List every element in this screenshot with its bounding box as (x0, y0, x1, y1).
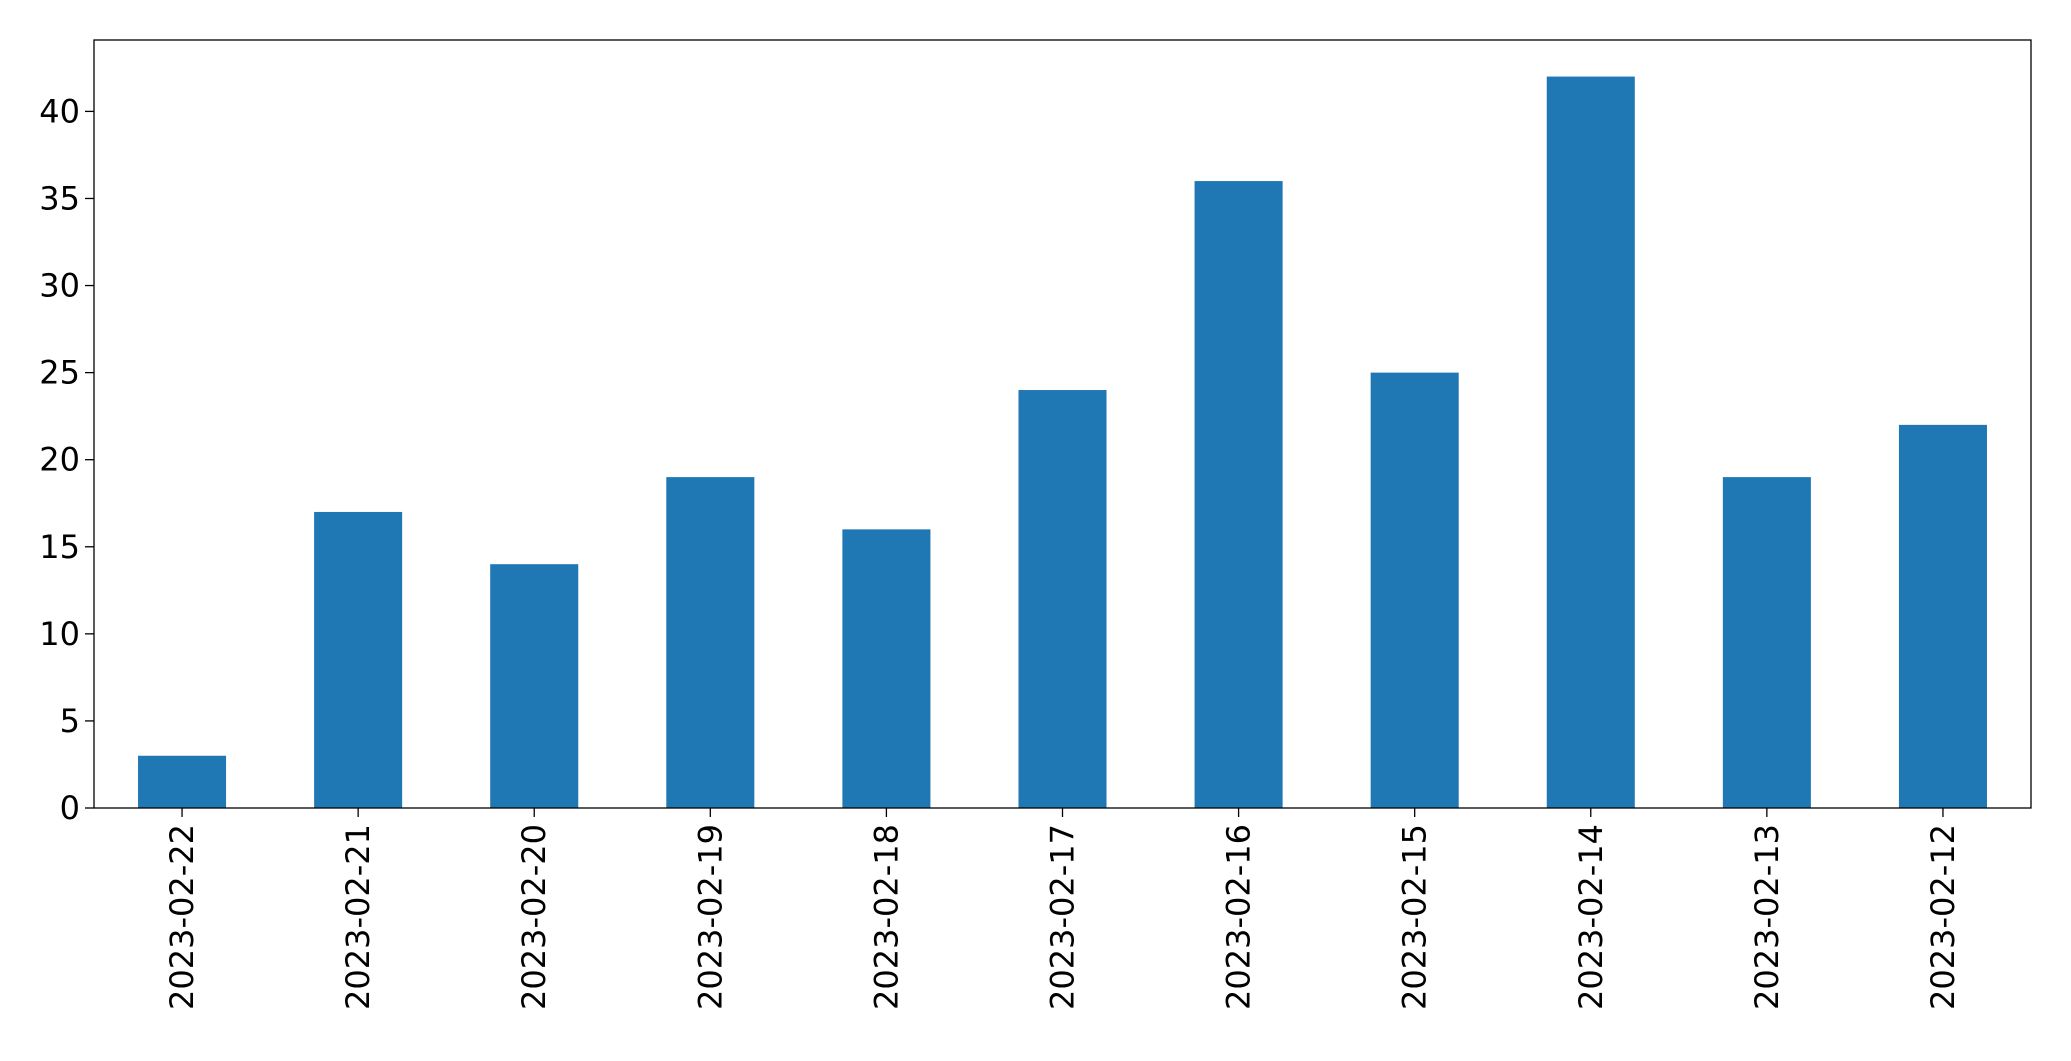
y-tick-label: 0 (60, 789, 80, 827)
bar (1722, 477, 1811, 808)
bar (1898, 424, 1987, 808)
bar (138, 755, 227, 808)
bar (1018, 390, 1107, 808)
x-tick-label: 2023-02-14 (1572, 824, 1610, 1010)
plot-frame (93, 39, 2032, 809)
y-tick-label: 25 (39, 354, 80, 392)
y-tick-label: 20 (39, 441, 80, 479)
y-tick-label: 40 (39, 92, 80, 130)
x-tick-label: 2023-02-16 (1220, 824, 1258, 1010)
y-tick-label: 5 (60, 702, 80, 740)
bar (490, 564, 579, 808)
bar (1194, 181, 1283, 808)
bar (314, 511, 403, 808)
x-tick-label: 2023-02-12 (1924, 824, 1962, 1010)
x-tick-label: 2023-02-22 (163, 824, 201, 1010)
bar (1546, 76, 1635, 809)
x-tick-label: 2023-02-15 (1396, 824, 1434, 1010)
x-tick-label: 2023-02-17 (1044, 824, 1082, 1010)
x-tick-label: 2023-02-18 (867, 824, 905, 1010)
x-tick-label: 2023-02-21 (339, 824, 377, 1010)
bar (666, 477, 755, 808)
x-tick-label: 2023-02-20 (515, 824, 553, 1010)
bar (842, 529, 931, 808)
bar (1370, 372, 1459, 808)
x-tick-label: 2023-02-19 (691, 824, 729, 1010)
y-tick-label: 10 (39, 615, 80, 653)
y-tick-label: 30 (39, 267, 80, 305)
y-tick-label: 35 (39, 179, 80, 217)
x-tick-label: 2023-02-13 (1748, 824, 1786, 1010)
y-tick-label: 15 (39, 528, 80, 566)
